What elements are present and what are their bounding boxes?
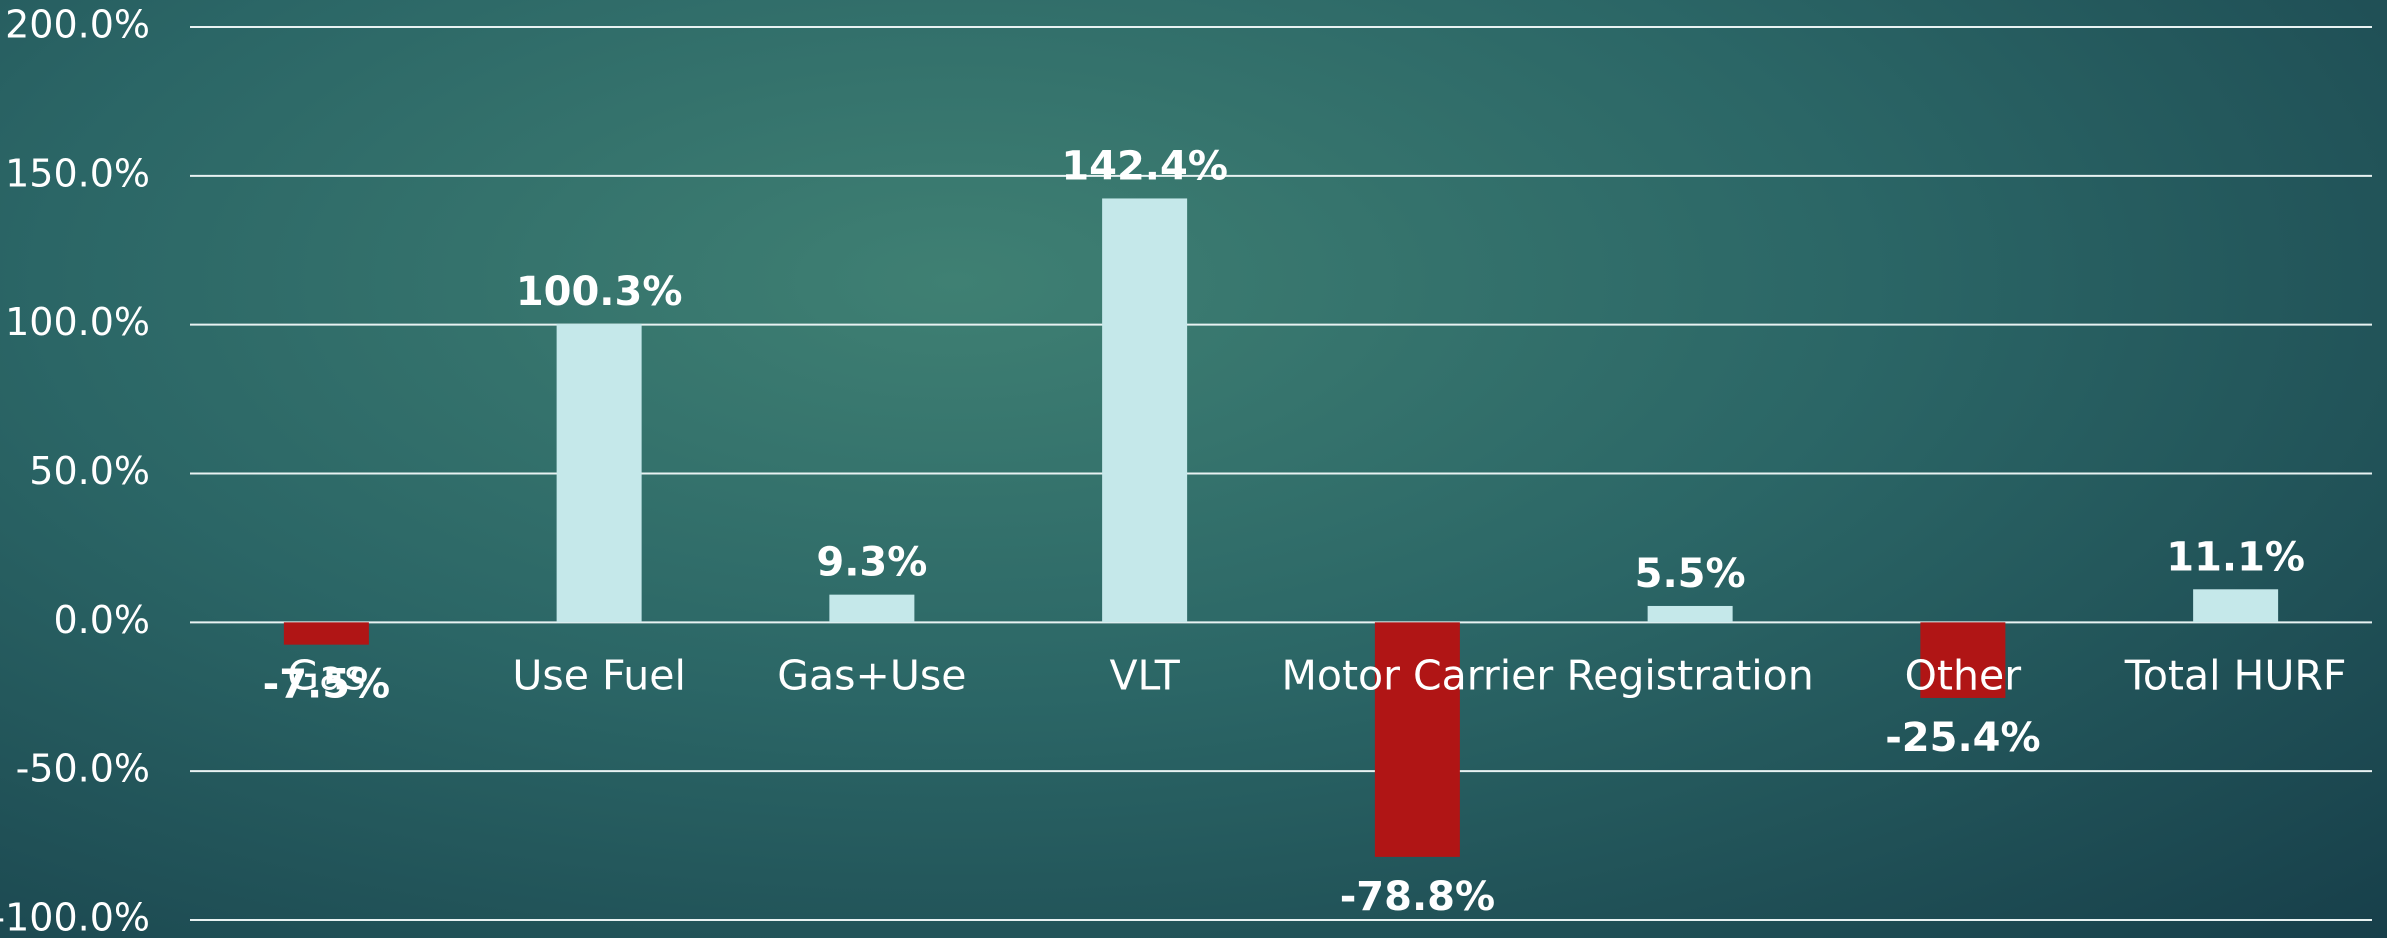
- x-tick-label: Use Fuel: [512, 651, 686, 699]
- y-tick-label: 100.0%: [5, 300, 150, 344]
- value-label: -78.8%: [1340, 874, 1495, 920]
- x-tick-label: Gas+Use: [777, 651, 966, 699]
- bar: [556, 323, 642, 623]
- value-label: 11.1%: [2166, 534, 2305, 580]
- value-label: 9.3%: [816, 540, 927, 586]
- bar: [1374, 622, 1460, 857]
- bar: [283, 622, 369, 645]
- x-tick-label: Gas: [287, 651, 365, 699]
- x-tick-label: Motor Carrier: [1282, 651, 1554, 699]
- value-label: 100.3%: [516, 269, 683, 315]
- x-tick-label: Other: [1905, 651, 2022, 699]
- x-tick-label: VLT: [1109, 651, 1180, 699]
- bar: [1920, 622, 2006, 698]
- value-label: -25.4%: [1885, 715, 2040, 761]
- x-tick-label: Registration: [1567, 651, 1814, 699]
- y-tick-label: 50.0%: [29, 449, 150, 493]
- bar: [1102, 198, 1188, 623]
- y-tick-label: -100.0%: [0, 896, 150, 938]
- x-tick-label: Total HURF: [2124, 651, 2347, 699]
- y-tick-label: -50.0%: [16, 747, 150, 791]
- value-label: 5.5%: [1635, 551, 1746, 597]
- y-tick-label: 200.0%: [5, 3, 150, 47]
- bar: [829, 594, 915, 623]
- y-tick-label: 0.0%: [53, 598, 150, 642]
- value-label: -7.5%: [263, 662, 391, 708]
- bar: [1647, 605, 1733, 623]
- bar: [2193, 589, 2279, 623]
- y-tick-label: 150.0%: [5, 151, 150, 195]
- value-label: 142.4%: [1061, 143, 1228, 189]
